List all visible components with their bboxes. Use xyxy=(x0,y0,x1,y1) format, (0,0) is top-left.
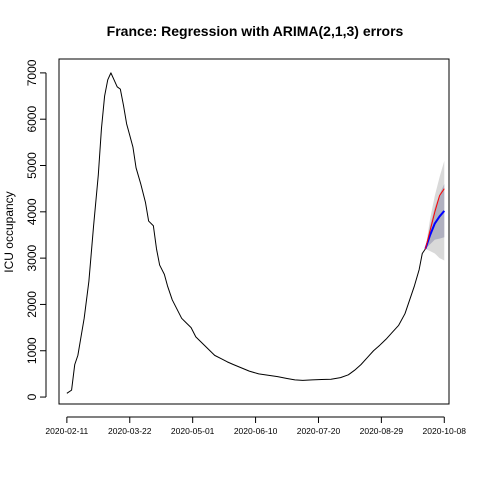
x-tick-label: 2020-06-10 xyxy=(234,426,278,436)
x-tick-label: 2020-05-01 xyxy=(171,426,215,436)
y-tick-label: 6000 xyxy=(25,106,39,133)
y-tick-label: 4000 xyxy=(25,198,39,225)
plot-box xyxy=(58,58,450,405)
y-tick-label: 0 xyxy=(25,393,39,400)
chart-title: France: Regression with ARIMA(2,1,3) err… xyxy=(107,23,404,39)
y-tick-label: 2000 xyxy=(25,291,39,318)
y-tick-label: 7000 xyxy=(25,59,39,86)
series-line-forecast-mean xyxy=(424,210,446,250)
x-tick-label: 2020-03-22 xyxy=(108,426,152,436)
series-line-observed xyxy=(66,72,426,394)
y-tick-label: 3000 xyxy=(25,244,39,271)
series-lines xyxy=(66,72,446,394)
y-tick-label: 1000 xyxy=(25,337,39,364)
x-tick-label: 2020-10-08 xyxy=(423,426,467,436)
x-tick-label: 2020-07-20 xyxy=(297,426,341,436)
x-tick-label: 2020-02-11 xyxy=(45,426,88,436)
y-axis-label: ICU occupancy xyxy=(2,191,16,272)
series-line-actual-after-forecast xyxy=(424,188,445,249)
x-axis: 2020-02-11 2020-03-22 2020-05-01 2020-06-10… xyxy=(45,416,467,436)
x-tick-label: 2020-08-29 xyxy=(360,426,404,436)
y-axis: 0 1000 2000 3000 4000 5000 6000 7000 xyxy=(25,59,47,400)
y-tick-label: 5000 xyxy=(25,152,39,179)
